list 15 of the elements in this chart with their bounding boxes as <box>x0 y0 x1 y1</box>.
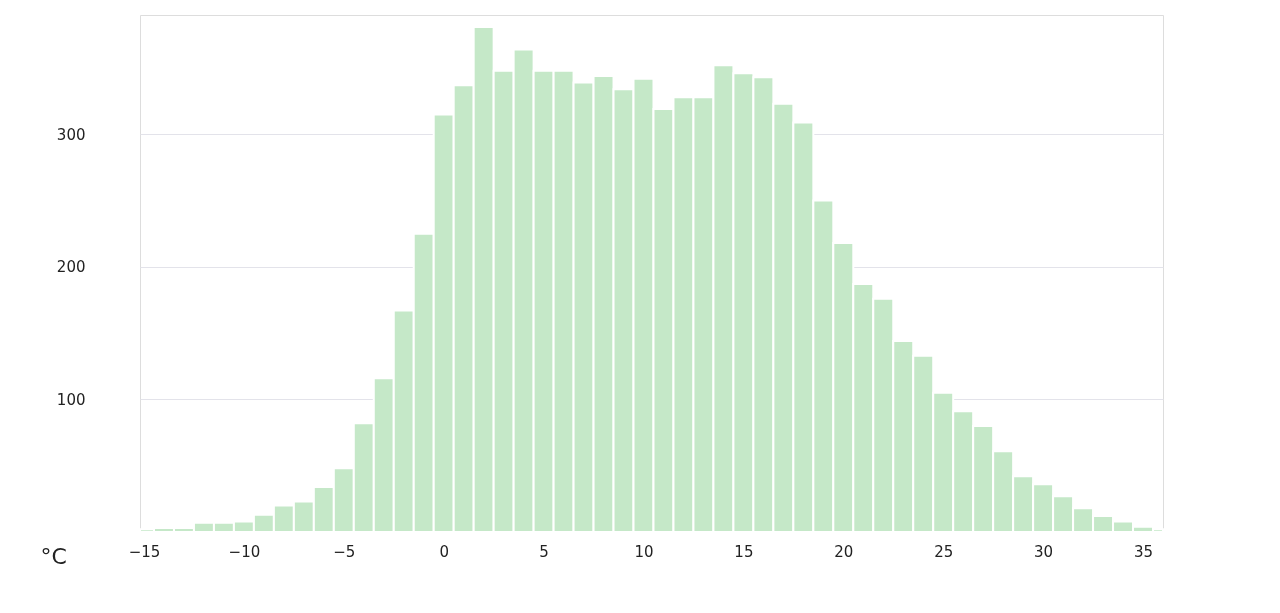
x-tick-label: 35 <box>1133 542 1154 561</box>
y-tick-label: 200 <box>56 258 86 277</box>
x-tick-label: 15 <box>734 542 754 561</box>
x-tick-label: 25 <box>934 542 954 561</box>
x-tick-label: 20 <box>834 542 854 561</box>
x-tick-label: −5 <box>333 542 356 561</box>
x-tick-label: 30 <box>1034 542 1054 561</box>
y-tick-label: 100 <box>56 390 86 409</box>
x-tick-label: 10 <box>634 542 654 561</box>
x-tick-label: 5 <box>539 542 549 561</box>
x-tick-label: −10 <box>228 542 261 561</box>
x-tick-label: 0 <box>439 542 449 561</box>
x-tick-label: −15 <box>128 542 161 561</box>
y-tick-label: 300 <box>56 125 86 144</box>
x-axis-title: °C <box>40 543 67 569</box>
